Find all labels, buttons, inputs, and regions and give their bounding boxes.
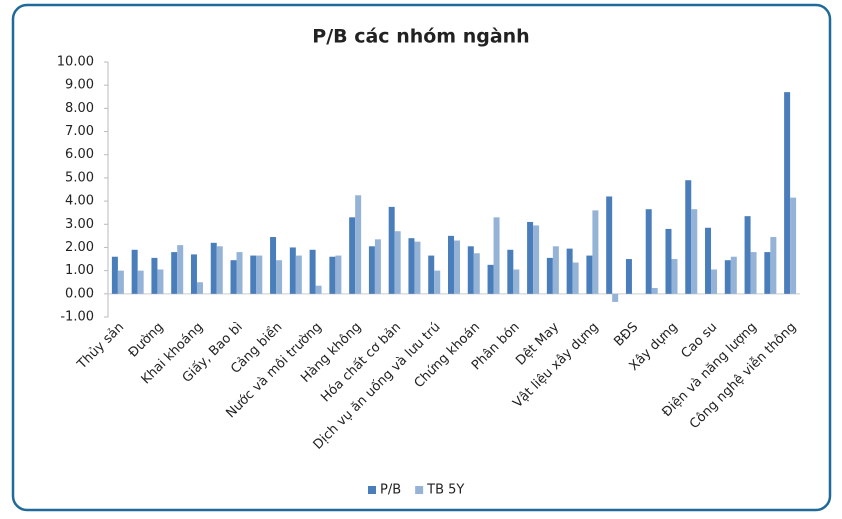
- bar: [552, 246, 559, 294]
- y-tick-label: 2.00: [65, 240, 94, 255]
- y-tick-label: 7.00: [65, 124, 94, 139]
- bar: [665, 228, 672, 294]
- bar: [196, 282, 203, 294]
- bar: [784, 92, 791, 294]
- y-tick-label: 6.00: [65, 147, 94, 162]
- bar: [527, 221, 534, 294]
- bar: [724, 260, 731, 294]
- bar: [651, 288, 658, 294]
- chart-title: P/B các nhóm ngành: [312, 26, 529, 48]
- bar: [586, 255, 593, 294]
- bar: [473, 253, 480, 294]
- bar: [408, 238, 415, 294]
- bar: [256, 255, 263, 294]
- bar: [315, 285, 322, 294]
- bar: [428, 255, 435, 294]
- bar: [625, 259, 632, 294]
- bar: [137, 270, 144, 294]
- bar: [685, 180, 692, 294]
- bar: [210, 242, 217, 294]
- chart-frame: [11, 3, 832, 512]
- y-tick-label: 8.00: [65, 101, 94, 116]
- bar: [770, 237, 777, 294]
- bar: [744, 216, 751, 294]
- bar: [790, 197, 797, 294]
- bar: [448, 235, 454, 294]
- bar: [355, 195, 362, 294]
- bar: [711, 269, 718, 294]
- bar: [329, 256, 336, 294]
- y-tick-label: -1.00: [60, 310, 94, 325]
- bar: [487, 264, 494, 294]
- y-tick-label: 4.00: [65, 194, 94, 209]
- bar: [606, 196, 613, 294]
- bar: [349, 217, 356, 294]
- bar: [705, 227, 712, 294]
- bar: [289, 247, 296, 294]
- bar: [117, 270, 124, 294]
- bar: [111, 256, 118, 294]
- legend-label: TB 5Y: [426, 483, 464, 498]
- bar: [157, 269, 164, 294]
- bar: [454, 240, 460, 294]
- bar: [190, 254, 197, 294]
- bar: [276, 260, 283, 294]
- bar: [388, 206, 395, 294]
- bar: [493, 217, 500, 294]
- bar: [434, 270, 441, 294]
- bar: [507, 249, 514, 294]
- bar: [750, 252, 757, 294]
- bar: [368, 246, 375, 294]
- bar: [177, 245, 184, 294]
- y-tick-label: 10.00: [57, 55, 94, 70]
- bar: [295, 255, 302, 294]
- bar: [394, 231, 401, 294]
- bar: [572, 262, 579, 294]
- bar: [645, 209, 652, 294]
- legend-swatch: [415, 486, 424, 494]
- bar: [764, 252, 771, 294]
- bar: [270, 237, 277, 294]
- bar: [171, 252, 178, 294]
- bar: [533, 225, 540, 294]
- bar: [467, 246, 474, 294]
- bar: [513, 269, 520, 294]
- bar: [230, 260, 237, 294]
- y-tick-label: 0.00: [65, 286, 94, 301]
- bar: [592, 210, 599, 294]
- bar: [546, 257, 553, 294]
- bar: [671, 259, 678, 294]
- y-tick-label: 9.00: [65, 78, 94, 93]
- bar: [250, 255, 257, 294]
- bar: [131, 249, 138, 294]
- bar: [691, 209, 698, 294]
- bar: [414, 241, 421, 294]
- y-tick-label: 1.00: [65, 263, 94, 278]
- bar: [730, 256, 737, 294]
- bar: [335, 255, 342, 294]
- y-tick-label: 5.00: [65, 170, 94, 185]
- bar: [216, 246, 223, 294]
- bar: [236, 252, 243, 294]
- bar: [151, 257, 158, 294]
- bar: [309, 249, 316, 294]
- bar: [612, 293, 619, 302]
- y-tick-label: 3.00: [65, 217, 94, 232]
- bar: [566, 248, 573, 294]
- bar: [374, 239, 381, 294]
- legend-swatch: [368, 486, 376, 494]
- legend-label: P/B: [380, 483, 401, 498]
